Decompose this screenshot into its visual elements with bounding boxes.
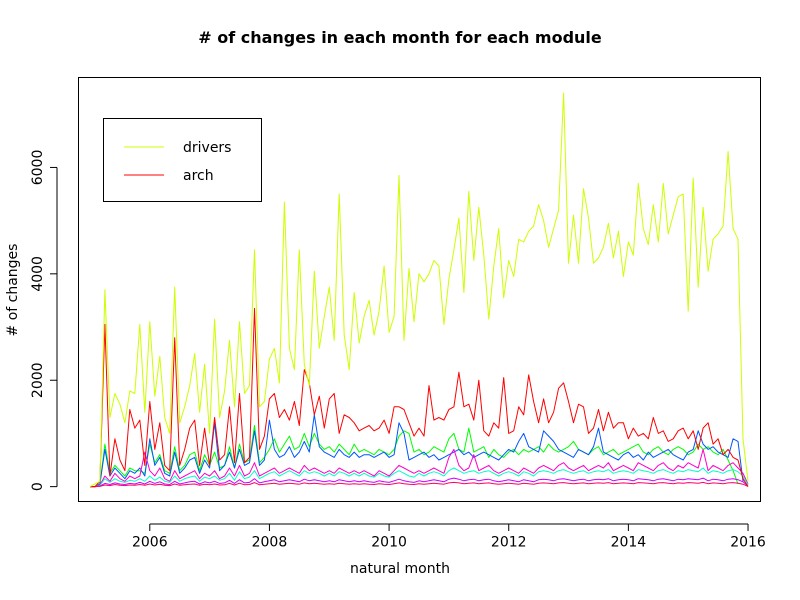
series-line-module-2 bbox=[90, 425, 739, 488]
series-line-module-6 bbox=[90, 477, 749, 488]
plot-frame bbox=[78, 77, 761, 502]
legend-box bbox=[103, 118, 262, 202]
series-line-arch bbox=[90, 307, 749, 488]
axis-layer: 2006 2008 2010 2012 2014 2016 0 2000 4000 6000 bbox=[30, 150, 766, 551]
y-tick-label: 6000 bbox=[30, 150, 46, 186]
legend: drivers arch bbox=[103, 118, 262, 202]
legend-label-arch: arch bbox=[183, 168, 214, 184]
x-axis-label: natural month bbox=[350, 561, 450, 577]
y-tick-label: 2000 bbox=[30, 362, 46, 398]
y-tick-label: 4000 bbox=[30, 256, 46, 292]
x-tick-label: 2008 bbox=[252, 535, 288, 551]
series-layer bbox=[89, 92, 749, 488]
x-tick-label: 2006 bbox=[132, 535, 168, 551]
x-tick-label: 2010 bbox=[371, 535, 407, 551]
chart-title: # of changes in each month for each modu… bbox=[198, 28, 602, 47]
series-line-module-7 bbox=[90, 481, 749, 488]
series-line-module-5 bbox=[90, 467, 749, 488]
x-tick-label: 2016 bbox=[730, 535, 766, 551]
series-line-module-4 bbox=[90, 448, 749, 488]
y-axis-label: # of changes bbox=[5, 243, 21, 337]
legend-label-drivers: drivers bbox=[183, 140, 231, 156]
x-tick-label: 2012 bbox=[491, 535, 527, 551]
series-line-drivers bbox=[89, 92, 749, 488]
series-line-module-3 bbox=[90, 414, 744, 488]
y-tick-label: 0 bbox=[30, 482, 46, 491]
x-tick-label: 2014 bbox=[611, 535, 647, 551]
